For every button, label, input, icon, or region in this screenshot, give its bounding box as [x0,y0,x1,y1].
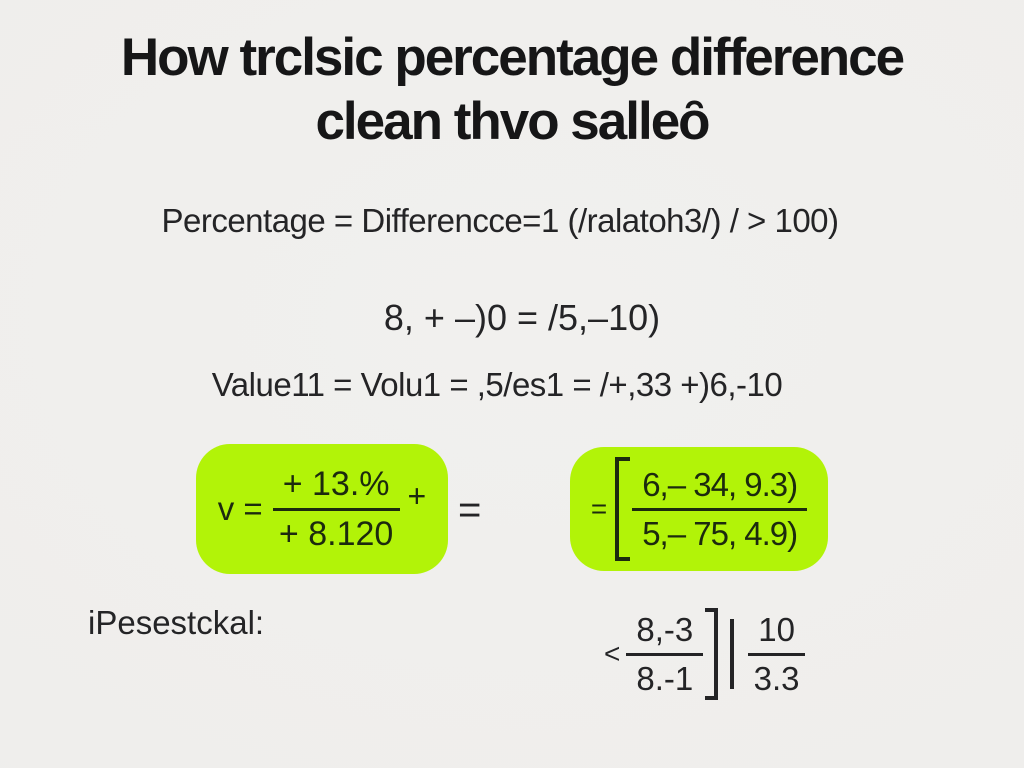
left-bracket-icon [615,457,631,561]
title-line-2: clean thvo salleȏ [315,92,710,151]
footer-label: iPesestckal: [88,604,265,641]
page-title: How trclsic percentage difference clean … [0,26,1024,154]
footer-fraction-2-numerator: 10 [748,611,805,656]
left-box-fraction: + 13.% + 8.120 [272,465,400,554]
vertical-divider [730,619,735,689]
highlight-box-left: v = + 13.% + 8.120 + [196,444,448,574]
title-line-1: How trclsic percentage difference [120,28,905,87]
percentage-formula-line: Percentage = Differencce=1 (/ralatoh3/) … [161,202,839,239]
right-box-denominator: 5,– 75, 4.9) [642,514,798,552]
right-box-numerator: 6,– 34, 9.3) [632,466,808,511]
left-box-denominator: + 8.120 [278,514,394,553]
footer-fraction-1-denominator: 8.-1 [636,659,694,697]
footer-fraction-1-numerator: 8,-3 [626,611,704,656]
footer-fraction-2: 10 3.3 [748,611,805,698]
right-bracket-icon [705,608,719,700]
equals-between-boxes: = [458,488,482,532]
left-box-numerator: + 13.% [272,465,400,511]
value-line: Value11 = Volu1 = ,5/es1 = /+,33 +)6,-10 [211,366,783,403]
highlight-box-right: = 6,– 34, 9.3) 5,– 75, 4.9) [570,447,828,571]
equation-line: 8, + –)0 = /5,–10) [383,297,661,338]
footer-expression: < 8,-3 8.-1 10 3.3 [604,608,805,700]
right-box-equals: = [590,493,608,524]
left-box-prefix: v = [217,490,263,527]
footer-fraction-2-denominator: 3.3 [753,659,800,697]
left-box-plus-suffix: + [407,477,427,514]
less-than-sign: < [604,638,621,669]
right-box-fraction: 6,– 34, 9.3) 5,– 75, 4.9) [632,466,808,553]
footer-fraction-1: 8,-3 8.-1 [626,611,704,698]
